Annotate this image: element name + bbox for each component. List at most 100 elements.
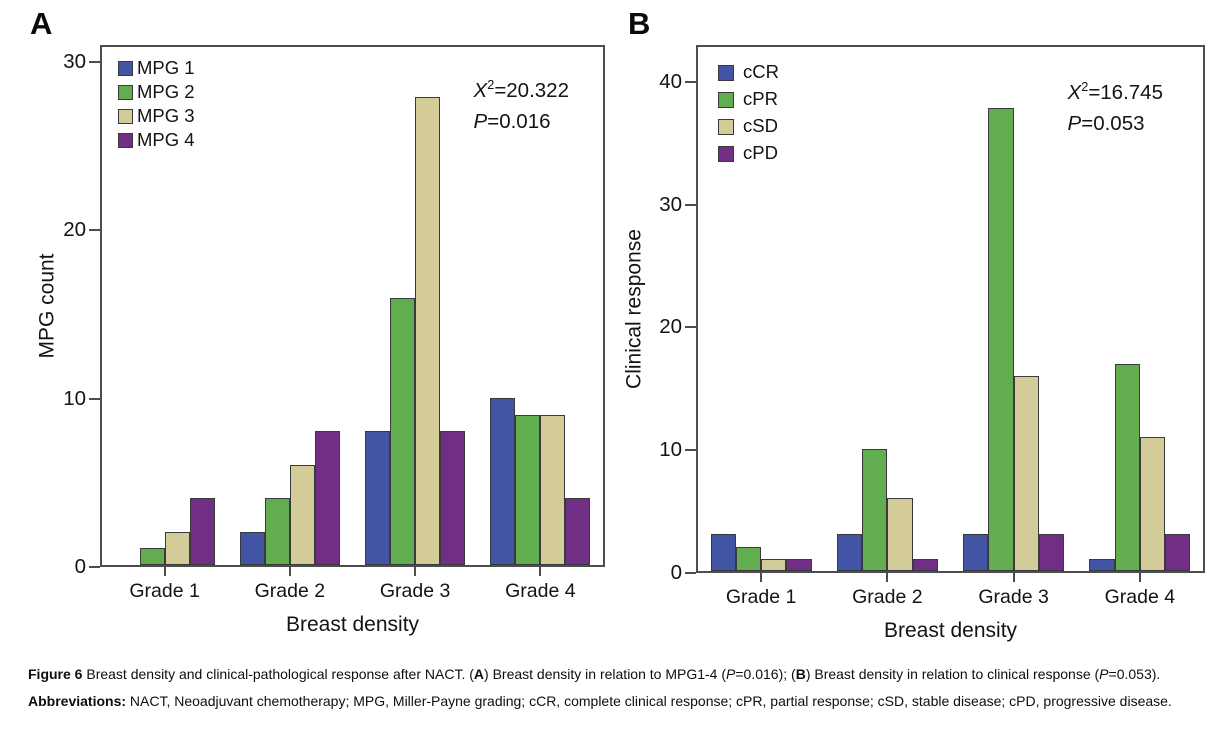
- bar-cpd-grade-3: [1038, 534, 1065, 571]
- bar-mpg-4-grade-4: [565, 498, 591, 565]
- legend-label: MPG 4: [137, 128, 195, 150]
- y-tick: [685, 203, 696, 206]
- x-tick: [414, 567, 417, 576]
- caption-segment: Figure 6: [28, 666, 87, 682]
- bar-csd-grade-3: [1013, 376, 1039, 571]
- x-axis-title: Breast density: [883, 619, 1018, 642]
- legend-label: MPG 2: [137, 80, 195, 102]
- legend-swatch: [718, 118, 734, 135]
- legend-label: cPD: [743, 142, 778, 164]
- legend-label: cCR: [743, 61, 779, 83]
- x-tick: [288, 567, 291, 576]
- bar-csd-grade-1: [761, 558, 787, 571]
- y-tick: [685, 326, 696, 329]
- legend-item-mpg-4: MPG 4: [118, 128, 195, 152]
- legend-swatch: [718, 145, 734, 162]
- x-axis-title: Breast density: [285, 613, 420, 636]
- y-tick-label: 30: [63, 49, 86, 73]
- y-tick: [685, 80, 696, 83]
- bar-mpg-1-grade-3: [365, 431, 391, 565]
- chi-square-value: X2=16.745: [1067, 79, 1163, 104]
- legend-swatch: [118, 108, 133, 124]
- y-tick-label: 20: [63, 218, 86, 242]
- caption-segment: B: [795, 666, 806, 682]
- legend-label: MPG 3: [137, 104, 195, 126]
- y-axis-title: MPG count: [35, 253, 59, 359]
- legend-item-csd: cSD: [718, 113, 779, 140]
- caption-segment: ) Breast density in relation to MPG1-4 (: [484, 666, 727, 682]
- stats-annotation: X2=16.745 P=0.053: [1068, 77, 1163, 139]
- y-tick: [685, 572, 696, 574]
- caption-segment: NACT, Neoadjuvant chemotherapy; MPG, Mil…: [129, 693, 1172, 709]
- y-axis-title: Clinical response: [622, 229, 646, 389]
- bar-mpg-4-grade-1: [189, 498, 215, 565]
- legend-label: cSD: [743, 115, 778, 137]
- legend-swatch: [118, 132, 133, 148]
- p-value: P=0.053: [1067, 112, 1145, 135]
- bar-mpg-2-grade-1: [139, 548, 165, 565]
- bar-ccr-grade-1: [710, 534, 736, 571]
- caption-segment: Breast density and clinical-pathological…: [86, 666, 474, 682]
- y-tick: [89, 229, 100, 232]
- legend-swatch: [118, 60, 133, 76]
- y-tick-label: 40: [659, 69, 682, 93]
- bar-csd-grade-2: [887, 497, 913, 571]
- plot-area-a: MPG 1 MPG 2 MPG 3 MPG 4 X2=20.322 P=0.016: [100, 45, 605, 567]
- legend-swatch: [718, 91, 734, 108]
- y-tick: [89, 397, 100, 400]
- legend: MPG 1 MPG 2 MPG 3 MPG 4: [118, 56, 195, 152]
- legend-label: cPR: [743, 88, 778, 110]
- caption-segment: Abbreviations:: [28, 693, 130, 709]
- legend-item-mpg-3: MPG 3: [118, 104, 195, 128]
- caption-abbreviations: Abbreviations: NACT, Neoadjuvant chemoth…: [28, 688, 1212, 715]
- y-tick-label: 0: [670, 561, 682, 584]
- x-category-label: Grade 2: [254, 580, 326, 602]
- x-tick: [1138, 573, 1141, 582]
- y-tick-label: 10: [659, 438, 682, 462]
- panel-label-a: A: [30, 6, 53, 41]
- bar-cpr-grade-4: [1114, 363, 1140, 571]
- bar-mpg-2-grade-2: [264, 498, 290, 565]
- legend-item-mpg-2: MPG 2: [118, 80, 195, 104]
- bar-ccr-grade-4: [1089, 558, 1115, 571]
- x-category-label: Grade 3: [379, 580, 451, 602]
- bar-ccr-grade-3: [963, 534, 989, 571]
- caption-segment: A: [473, 666, 485, 682]
- y-tick-label: 30: [659, 192, 682, 216]
- x-category-label: Grade 4: [1104, 586, 1176, 608]
- chi-square-value: X2=20.322: [473, 77, 569, 102]
- caption-segment: =0.053).: [1108, 666, 1161, 682]
- y-tick-label: 0: [74, 555, 86, 578]
- legend-item-cpr: cPR: [718, 86, 779, 113]
- x-tick: [539, 567, 542, 576]
- legend: cCR cPR cSD cPD: [718, 59, 779, 167]
- caption-segment: P: [726, 666, 736, 682]
- caption-segment: ) Breast density in relation to clinical…: [805, 666, 1100, 682]
- x-tick: [1012, 573, 1015, 582]
- x-category-label: Grade 1: [725, 586, 797, 608]
- x-tick: [886, 573, 889, 582]
- legend-swatch: [118, 84, 133, 100]
- x-tick: [163, 567, 166, 576]
- legend-label: MPG 1: [137, 56, 195, 78]
- legend-item-ccr: cCR: [718, 59, 779, 86]
- y-tick: [685, 449, 696, 452]
- bar-cpd-grade-2: [912, 558, 938, 571]
- x-category-label: Grade 1: [129, 580, 200, 602]
- bar-mpg-3-grade-3: [415, 97, 441, 565]
- caption-text: Figure 6 Breast density and clinical-pat…: [28, 661, 1212, 688]
- bar-cpd-grade-1: [786, 558, 812, 571]
- bar-mpg-3-grade-4: [540, 414, 566, 565]
- legend-swatch: [718, 64, 734, 81]
- bar-mpg-2-grade-4: [515, 414, 541, 565]
- plot-area-b: cCR cPR cSD cPD X2=16.745 P=0.053: [696, 45, 1205, 573]
- figure-caption: Figure 6 Breast density and clinical-pat…: [28, 661, 1212, 715]
- bar-cpr-grade-1: [735, 546, 762, 571]
- x-category-label: Grade 3: [978, 586, 1049, 608]
- caption-segment: =0.016); (: [735, 666, 796, 682]
- p-value: P=0.016: [473, 110, 551, 133]
- legend-item-cpd: cPD: [718, 140, 779, 167]
- x-category-label: Grade 4: [505, 580, 576, 602]
- x-tick: [760, 573, 763, 582]
